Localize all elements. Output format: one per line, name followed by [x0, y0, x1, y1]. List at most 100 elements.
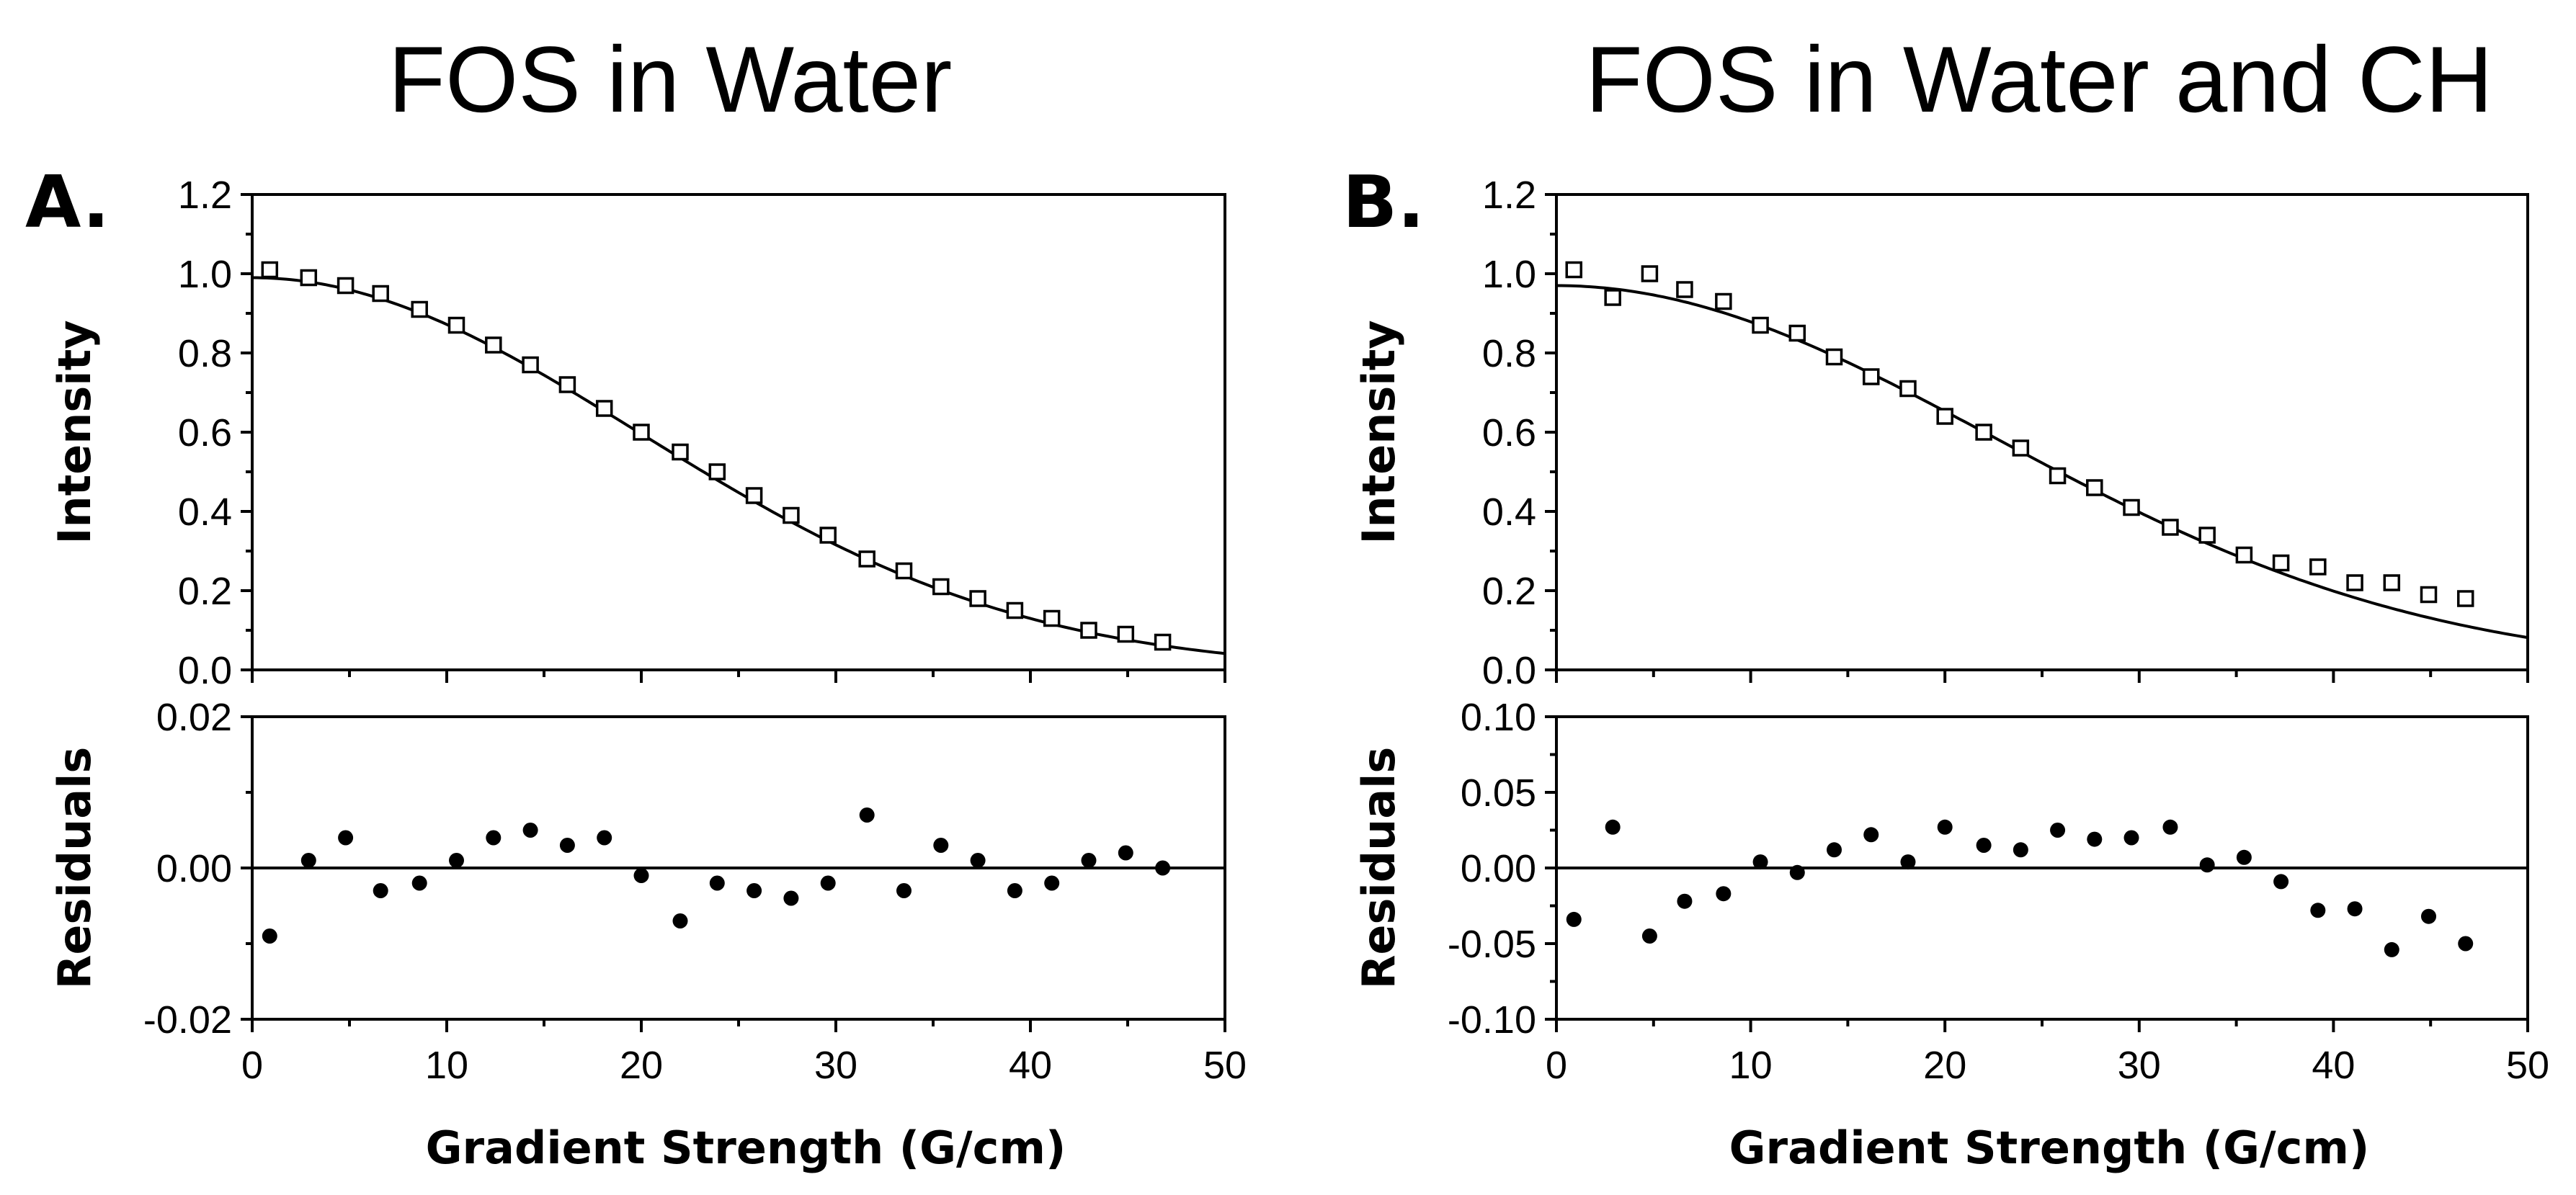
chart-b-intensity-point [1676, 281, 1693, 298]
chart-b-residual-point [1976, 838, 1992, 853]
chart-b-xtick-label: 10 [1729, 1044, 1773, 1087]
chart-b-intensity-point [2346, 574, 2363, 591]
chart-b-residual-point [2421, 908, 2437, 924]
chart-b-xtick-label: 50 [2506, 1044, 2549, 1087]
chart-a-residual-point [486, 830, 502, 846]
chart-b-xtick-label: 40 [2312, 1044, 2355, 1087]
chart-a-intensity-point [485, 336, 502, 354]
chart-b-residual-point [2384, 941, 2399, 957]
chart-a-residual-point [411, 875, 427, 891]
chart-b-residual-point [1900, 854, 1916, 870]
chart-a-intensity-ytick-label: 1.2 [178, 174, 232, 217]
chart-a-xtick-label: 50 [1203, 1044, 1247, 1087]
chart-a-residual-point [559, 838, 575, 853]
chart-b-intensity-point [1936, 408, 1953, 425]
chart-b-intensity-ylabel: Intensity [1352, 320, 1405, 544]
chart-a-residuals-ytick-label: 0.02 [156, 696, 232, 739]
chart-a-residual-point [262, 928, 277, 944]
chart-b-intensity-point [2162, 519, 2179, 536]
chart-a-intensity-point [858, 550, 875, 568]
chart-a-residual-point [1155, 860, 1171, 876]
chart-b-intensity-point [1825, 348, 1843, 366]
chart-a-intensity-point [300, 269, 318, 287]
chart-b-intensity-ytick-label: 1.2 [1482, 174, 1536, 217]
chart-a-title: FOS in Water [388, 27, 953, 132]
chart-b-residual-point [2347, 901, 2363, 917]
chart-a-residual-point [1044, 875, 1060, 891]
chart-a-intensity-point [932, 578, 950, 596]
chart-a-residual-point [970, 853, 986, 868]
chart-a-intensity-ytick-label: 0.8 [178, 332, 232, 375]
chart-b-intensity-point [1604, 289, 1621, 306]
chart-a-xtick-label: 30 [814, 1044, 857, 1087]
chart-b-residual-point [1752, 854, 1768, 870]
chart-b-intensity-point [1752, 316, 1769, 334]
chart-b-residual-point [1677, 893, 1693, 909]
chart-b-intensity-point [1715, 292, 1732, 310]
chart-b-xtick-label: 30 [2118, 1044, 2161, 1087]
chart-a-xtick-label: 20 [620, 1044, 663, 1087]
chart-b-residuals-ylabel: Residuals [1352, 747, 1405, 989]
chart-b-xlabel: Gradient Strength (G/cm) [1729, 1122, 2370, 1174]
chart-a-residual-point [1007, 883, 1022, 898]
chart-a: FOS in Water A. 0.0 0.2 0.4 0.6 0.8 1.0 1.2 Inten… [25, 27, 1247, 1174]
chart-b-residuals-ytick-label: 0.10 [1461, 696, 1536, 739]
chart-b-intensity-ytick-label: 0.6 [1482, 411, 1536, 455]
chart-a-residual-point [859, 807, 875, 823]
chart-a-intensity-point [337, 277, 355, 295]
chart-b-residual-point [2050, 823, 2066, 838]
chart-a-xtick-label: 10 [425, 1044, 468, 1087]
chart-a-intensity-point [522, 356, 539, 374]
chart-a-xtick-label: 40 [1009, 1044, 1052, 1087]
chart-a-residual-point [338, 830, 354, 846]
chart-b-intensity-ytick-label: 0.4 [1482, 491, 1536, 534]
chart-b-intensity-point [2123, 498, 2140, 516]
chart-b-residual-point [1605, 819, 1621, 835]
chart-a-intensity-point [1006, 601, 1024, 619]
chart-a-residual-point [820, 875, 836, 891]
chart-b-residual-point [1937, 819, 1953, 835]
chart-a-intensity-point [633, 424, 650, 441]
chart-b-residual-point [2013, 842, 2028, 858]
chart-b-residual-point [2162, 819, 2178, 835]
chart-a-intensity-point [672, 443, 689, 461]
chart-a-intensity-point [411, 300, 428, 318]
chart-a-intensity-point [558, 376, 576, 393]
chart-a-residuals-ytick-label: 0.00 [156, 847, 232, 890]
chart-b-intensity-point [1641, 265, 1659, 282]
chart-a-intensity-point [1080, 622, 1097, 639]
chart-a-residual-point [896, 883, 912, 898]
chart-a-residual-point [597, 830, 612, 846]
chart-a-residual-point [783, 890, 799, 906]
chart-a-intensity-point [969, 590, 986, 607]
chart-b-xtick-label: 20 [1923, 1044, 1966, 1087]
chart-b-title: FOS in Water and CH [1585, 27, 2492, 132]
chart-b-residual-point [2458, 936, 2474, 952]
chart-a-intensity-ytick-label: 0.6 [178, 411, 232, 455]
chart-b-residual-point [1827, 842, 1842, 858]
chart-b-intensity-ytick-label: 0.0 [1482, 649, 1536, 692]
chart-a-intensity-point [745, 487, 763, 504]
chart-a-panel-label: A. [25, 160, 110, 244]
chart-b-residual-point [2310, 903, 2326, 918]
chart-a-residuals-ytick-label: -0.02 [143, 998, 232, 1042]
chart-a-intensity-point [1154, 633, 1172, 651]
chart-a-intensity-point [372, 285, 389, 303]
chart-a-residual-point [746, 883, 762, 898]
chart-a-intensity-point [1117, 625, 1135, 643]
chart-b-intensity-point [1863, 368, 1880, 385]
chart-b-residual-point [1641, 928, 1657, 944]
chart-b-intensity-ytick-label: 0.2 [1482, 570, 1536, 613]
chart-b-residual-point [2236, 849, 2252, 865]
chart-a-intensity-ytick-label: 0.4 [178, 491, 232, 534]
chart-b-intensity-ytick-label: 1.0 [1482, 253, 1536, 296]
chart-a-residual-point [373, 883, 388, 898]
chart-a-residual-point [449, 853, 464, 868]
chart-b-residual-point [1789, 864, 1805, 880]
chart-b-residual-point [2087, 831, 2103, 847]
chart-a-residual-point [933, 838, 949, 853]
chart-a-residual-point [672, 913, 688, 928]
chart-b-residual-point [1716, 886, 1732, 902]
